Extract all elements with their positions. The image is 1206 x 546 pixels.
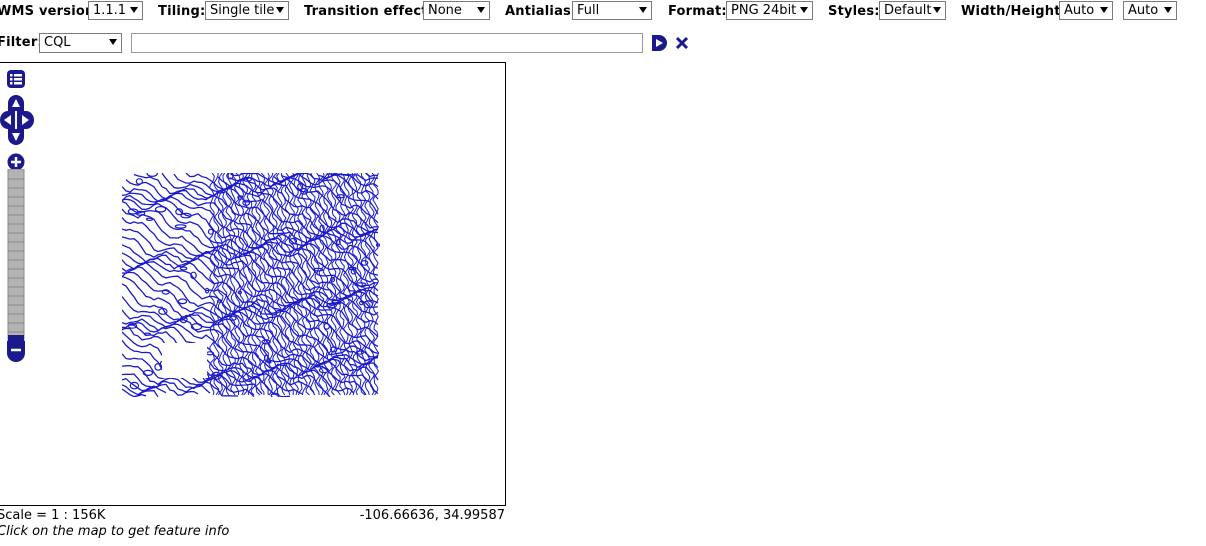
contour-layer [122,173,380,397]
styles-value: Default [884,3,932,18]
chevron-down-icon [933,7,941,13]
width-select[interactable]: Auto [1059,1,1113,20]
width-height-label: Width/Height: [961,4,1067,19]
scale-text: Scale = 1 : 156K [0,508,106,523]
styles-select[interactable]: Default [879,1,946,20]
wms-version-select[interactable]: 1.1.1 [88,1,143,20]
map-viewport[interactable] [0,62,506,506]
tiling-select[interactable]: Single tile [205,1,289,20]
chevron-down-icon [130,7,138,13]
filter-type-select[interactable]: CQL [39,33,122,53]
filter-label: Filter: [0,35,43,50]
format-select[interactable]: PNG 24bit [726,1,813,20]
antialias-value: Full [577,3,600,18]
filter-type-value: CQL [44,35,71,50]
styles-label: Styles: [828,4,880,19]
close-icon[interactable] [675,36,689,50]
plus-icon[interactable] [7,153,25,171]
format-label: Format: [668,4,727,19]
zoom-slider[interactable] [7,169,25,341]
chevron-down-icon [276,7,284,13]
pan-icon[interactable] [0,93,35,147]
tiling-label: Tiling: [158,4,206,19]
transition-label: Transition effect: [304,4,434,19]
wms-version-label: WMS version: [0,4,100,19]
chevron-down-icon [109,39,117,45]
tiling-value: Single tile [210,3,275,18]
height-select[interactable]: Auto [1123,1,1177,20]
feature-info-hint: Click on the map to get feature info [0,524,230,539]
format-value: PNG 24bit [731,3,797,18]
coordinates-text: -106.66636, 34.99587 [359,508,505,523]
minus-icon[interactable] [7,341,25,363]
height-value: Auto [1128,3,1159,18]
chevron-down-icon [1164,7,1172,13]
wms-version-value: 1.1.1 [93,3,127,18]
antialias-select[interactable]: Full [572,1,652,20]
filter-input[interactable] [131,33,643,53]
chevron-down-icon [477,7,485,13]
chevron-down-icon [800,7,808,13]
chevron-down-icon [639,7,647,13]
chevron-down-icon [1100,7,1108,13]
play-icon[interactable] [650,33,670,53]
layer-list-icon[interactable] [6,69,26,89]
transition-select[interactable]: None [423,1,490,20]
width-value: Auto [1064,3,1095,18]
transition-value: None [428,3,462,18]
antialias-label: Antialias: [505,4,577,19]
